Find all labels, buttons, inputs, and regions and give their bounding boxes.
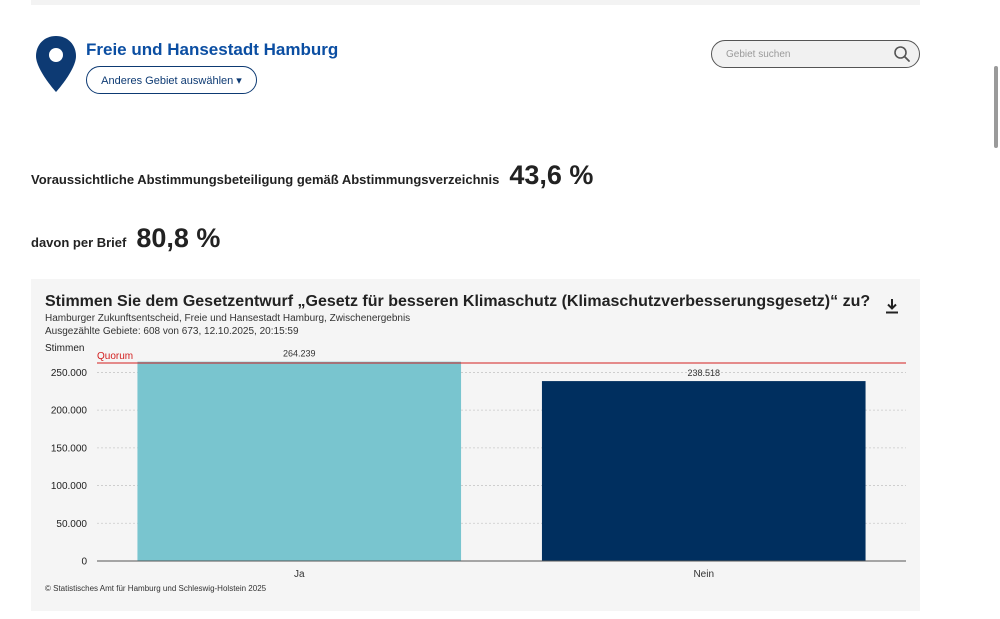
- search-input[interactable]: [726, 48, 893, 60]
- turnout-row: Voraussichtliche Abstimmungsbeteiligung …: [31, 160, 593, 191]
- mail-vote-row: davon per Brief 80,8 %: [31, 223, 220, 254]
- quorum-label: Quorum: [97, 351, 133, 362]
- x-tick-label: Ja: [294, 569, 305, 580]
- mail-vote-value: 80,8 %: [136, 223, 221, 253]
- bar-nein: [541, 381, 866, 561]
- bar-ja: [137, 361, 462, 561]
- chart-counted-areas: Ausgezählte Gebiete: 608 von 673, 12.10.…: [45, 326, 299, 337]
- y-tick-label: 100.000: [51, 481, 88, 492]
- select-area-button[interactable]: Anderes Gebiet auswählen ▾: [86, 66, 257, 94]
- chart-card: Stimmen Sie dem Gesetzentwurf „Gesetz fü…: [31, 279, 920, 611]
- y-tick-label: 0: [81, 557, 87, 568]
- location-pin-icon: [36, 36, 76, 92]
- y-tick-label: 250.000: [51, 368, 88, 379]
- chart-subtitle: Hamburger Zukunftsentscheid, Freie und H…: [45, 313, 411, 324]
- search-box[interactable]: [711, 40, 920, 68]
- chart-copyright: © Statistisches Amt für Hamburg und Schl…: [45, 584, 267, 593]
- turnout-value: 43,6 %: [509, 160, 594, 190]
- top-strip: [31, 0, 920, 5]
- mail-vote-label: davon per Brief: [31, 235, 127, 250]
- bar-value-label: 264.239: [283, 349, 316, 359]
- region-title: Freie und Hansestadt Hamburg: [86, 40, 339, 59]
- chart-title: Stimmen Sie dem Gesetzentwurf „Gesetz fü…: [45, 293, 871, 310]
- download-icon[interactable]: [883, 297, 901, 315]
- search-icon[interactable]: [893, 45, 911, 63]
- y-tick-label: 150.000: [51, 443, 88, 454]
- x-tick-label: Nein: [693, 569, 714, 580]
- y-tick-label: 200.000: [51, 406, 88, 417]
- turnout-label: Voraussichtliche Abstimmungsbeteiligung …: [31, 172, 500, 187]
- bar-chart: Stimmen 0 50.000 100.000 150.000 200.000 250.0…: [45, 343, 906, 580]
- y-axis-label: Stimmen: [45, 343, 84, 354]
- bar-value-label: 238.518: [687, 368, 720, 378]
- y-tick-label: 50.000: [56, 519, 87, 530]
- scrollbar[interactable]: [994, 66, 998, 148]
